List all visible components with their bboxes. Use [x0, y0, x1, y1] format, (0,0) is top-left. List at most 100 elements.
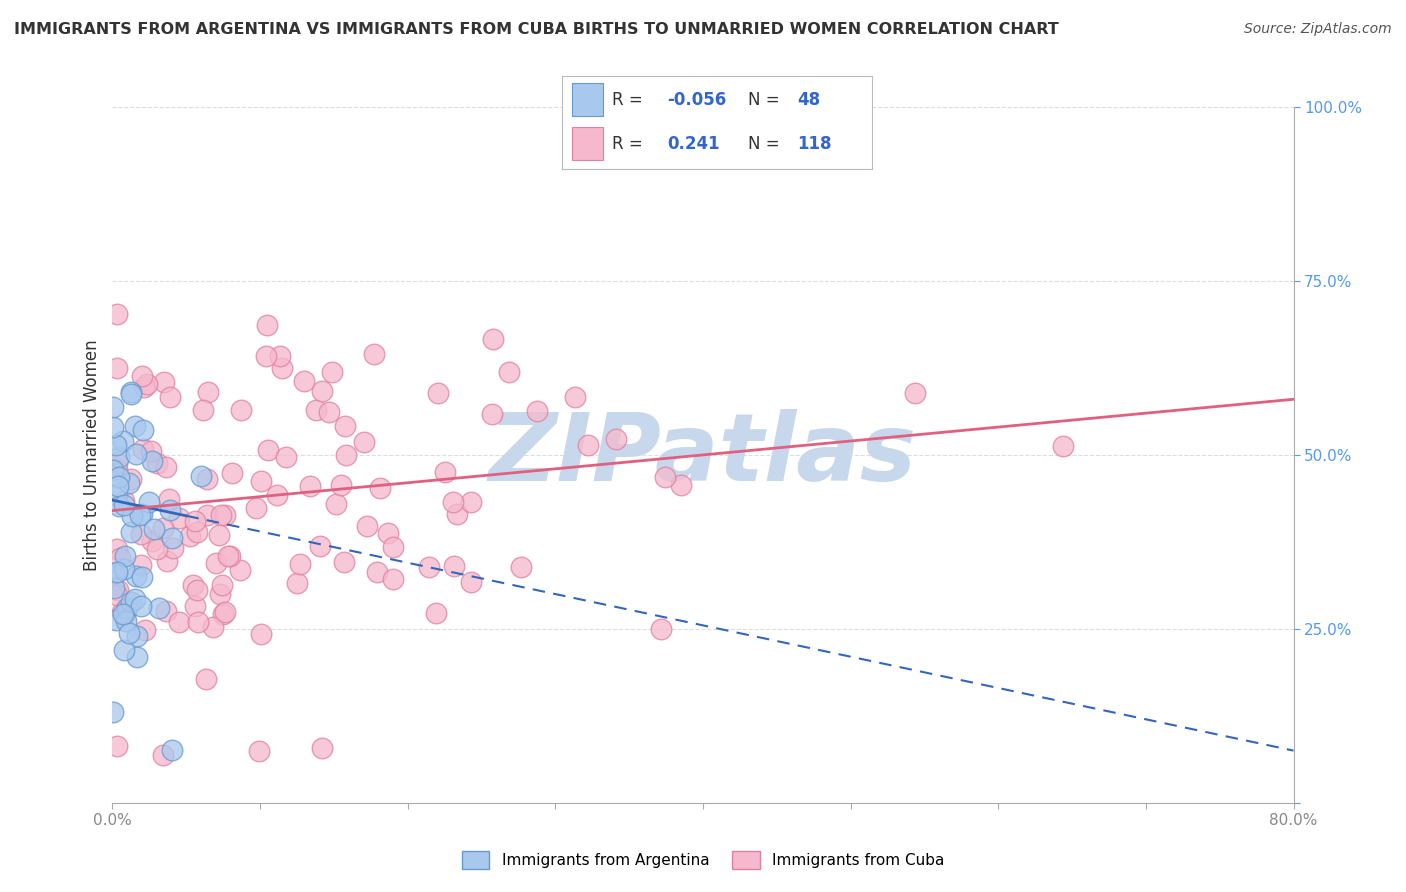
Text: ZIPatlas: ZIPatlas: [489, 409, 917, 501]
Point: [105, 565, 128, 579]
Point: [112, 498, 135, 512]
Point: [112, 607, 135, 622]
Point: [105, 541, 128, 556]
Point: [425, 607, 447, 621]
Point: [433, 465, 456, 479]
Point: [245, 501, 267, 516]
Point: [190, 468, 212, 483]
Point: [201, 620, 224, 634]
Point: [366, 565, 388, 579]
Point: [131, 423, 153, 437]
Point: [117, 475, 139, 490]
Point: [266, 488, 288, 502]
Point: [120, 525, 142, 540]
Point: [148, 601, 170, 615]
Point: [103, 400, 125, 414]
Bar: [572, 83, 603, 116]
Point: [481, 407, 503, 421]
Point: [311, 384, 333, 399]
Point: [129, 558, 152, 572]
Point: [285, 576, 308, 591]
Point: [186, 524, 208, 539]
Point: [114, 615, 136, 629]
Point: [134, 624, 156, 638]
Point: [186, 583, 208, 598]
Point: [211, 577, 233, 591]
Point: [363, 347, 385, 361]
Point: [139, 444, 162, 458]
Text: 0.241: 0.241: [668, 135, 720, 153]
Point: [131, 569, 153, 583]
Point: [160, 531, 183, 545]
Point: [304, 402, 326, 417]
Point: [418, 560, 440, 574]
Point: [152, 747, 174, 762]
Point: [335, 419, 357, 434]
Point: [138, 495, 160, 509]
Point: [120, 595, 142, 609]
Point: [564, 390, 586, 404]
Text: N =: N =: [748, 91, 779, 109]
Point: [131, 507, 153, 521]
Point: [460, 494, 482, 508]
Point: [131, 442, 153, 456]
Point: [142, 522, 165, 536]
Text: Source: ZipAtlas.com: Source: ZipAtlas.com: [1244, 22, 1392, 37]
Point: [269, 349, 291, 363]
Point: [214, 508, 236, 523]
Point: [107, 479, 129, 493]
Point: [229, 562, 252, 576]
Point: [274, 450, 297, 464]
Point: [155, 459, 177, 474]
Text: 48: 48: [797, 91, 821, 109]
Point: [111, 605, 134, 619]
Point: [381, 573, 404, 587]
Point: [250, 474, 273, 488]
Point: [124, 592, 146, 607]
Point: [193, 403, 215, 417]
Point: [159, 390, 181, 404]
Point: [117, 601, 139, 615]
Point: [153, 375, 176, 389]
Point: [208, 587, 231, 601]
Point: [125, 629, 148, 643]
Point: [482, 332, 505, 346]
Point: [195, 471, 218, 485]
Text: 118: 118: [797, 135, 832, 153]
Point: [221, 467, 243, 481]
Point: [111, 434, 134, 448]
Point: [114, 562, 136, 576]
Point: [318, 405, 340, 419]
Y-axis label: Births to Unmarried Women: Births to Unmarried Women: [83, 339, 101, 571]
Point: [105, 462, 128, 476]
Point: [157, 492, 180, 507]
Point: [288, 558, 311, 572]
Point: [105, 739, 128, 753]
Point: [208, 527, 231, 541]
Point: [129, 527, 152, 541]
Point: [441, 494, 464, 508]
Point: [105, 307, 128, 321]
Point: [156, 554, 179, 568]
Text: -0.056: -0.056: [668, 91, 727, 109]
Point: [218, 549, 240, 563]
Point: [124, 569, 146, 583]
Point: [229, 402, 252, 417]
Point: [460, 574, 482, 589]
Point: [183, 514, 205, 528]
Point: [162, 541, 184, 556]
Point: [120, 387, 142, 401]
Text: R =: R =: [612, 135, 643, 153]
Point: [179, 528, 201, 542]
Point: [212, 607, 235, 621]
Point: [325, 497, 347, 511]
Point: [321, 365, 343, 379]
Point: [209, 508, 232, 523]
Point: [377, 525, 399, 540]
Point: [103, 581, 125, 595]
Point: [107, 470, 129, 484]
Point: [311, 741, 333, 756]
Point: [214, 605, 236, 619]
Point: [141, 454, 163, 468]
Point: [219, 549, 242, 563]
